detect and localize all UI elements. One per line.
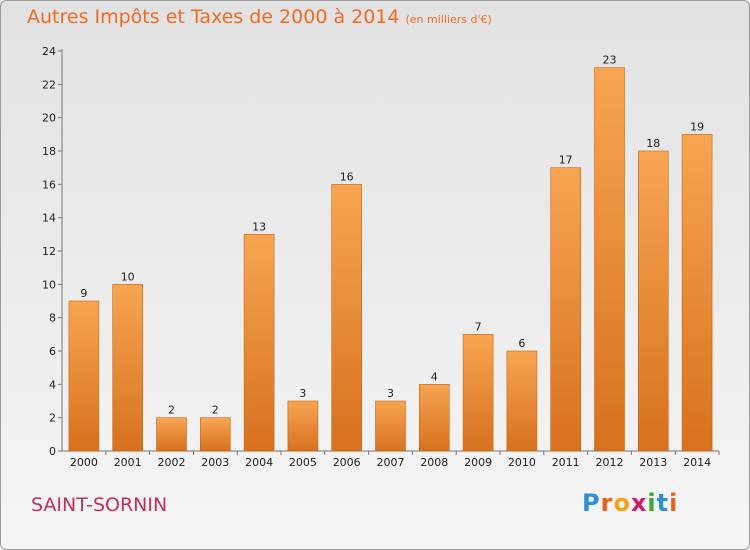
logo-letter: x [630, 489, 648, 517]
bar-2009 [462, 334, 494, 452]
data-label-2009: 7 [475, 320, 482, 333]
x-tick-label-2003: 2003 [201, 456, 229, 469]
data-label-2011: 17 [559, 154, 573, 167]
logo-letter: i [669, 489, 679, 517]
x-tick-label-2008: 2008 [420, 456, 448, 469]
x-tick-label-2012: 2012 [596, 456, 624, 469]
x-tick-label-2000: 2000 [70, 456, 98, 469]
bar-2013 [637, 150, 669, 452]
y-tick-label: 6 [49, 345, 56, 358]
x-tick-label-2002: 2002 [158, 456, 186, 469]
bar-2005 [287, 400, 319, 452]
data-label-2002: 2 [168, 404, 175, 417]
y-tick-label: 10 [42, 278, 56, 291]
logo-letter: o [613, 489, 631, 517]
y-tick-label: 0 [49, 445, 56, 458]
data-label-2001: 10 [121, 270, 135, 283]
x-tick-label-2006: 2006 [333, 456, 361, 469]
y-tick-label: 2 [49, 412, 56, 425]
data-label-2013: 18 [646, 137, 660, 150]
chart-subtitle: (en milliers d'€) [405, 13, 492, 26]
data-label-2010: 6 [518, 337, 525, 350]
bar-2014 [681, 134, 713, 452]
data-label-2012: 23 [603, 54, 617, 67]
x-tick-label-2009: 2009 [464, 456, 492, 469]
y-tick-label: 16 [42, 178, 56, 191]
x-tick-label-2007: 2007 [377, 456, 405, 469]
bar-2006 [331, 184, 363, 452]
data-label-2014: 19 [690, 120, 704, 133]
y-tick-label: 22 [42, 78, 56, 91]
x-tick-label-2014: 2014 [683, 456, 711, 469]
bar-2000 [68, 300, 100, 452]
data-label-2007: 3 [387, 387, 394, 400]
y-tick-label: 4 [49, 378, 56, 391]
data-label-2003: 2 [212, 404, 219, 417]
data-label-2006: 16 [340, 170, 354, 183]
x-tick-label-2010: 2010 [508, 456, 536, 469]
x-tick-label-2011: 2011 [552, 456, 580, 469]
y-tick-label: 24 [42, 45, 56, 58]
x-tick-label-2004: 2004 [245, 456, 273, 469]
proxiti-logo: Proxiti [582, 489, 678, 517]
x-tick-label-2013: 2013 [639, 456, 667, 469]
y-tick-label: 14 [42, 212, 56, 225]
commune-name: SAINT-SORNIN [31, 494, 168, 516]
bar-2004 [243, 234, 275, 452]
data-label-2004: 13 [252, 220, 266, 233]
data-label-2005: 3 [299, 387, 306, 400]
bar-2002 [156, 417, 187, 452]
title-row: Autres Impôts et Taxes de 2000 à 2014 (en… [27, 6, 492, 28]
bar-2003 [200, 417, 231, 452]
chart-title: Autres Impôts et Taxes de 2000 à 2014 [27, 6, 400, 28]
bar-2007 [375, 400, 406, 452]
bar-2012 [594, 67, 625, 452]
logo-letter: r [600, 489, 614, 517]
y-tick-label: 20 [42, 112, 56, 125]
y-tick-label: 18 [42, 145, 56, 158]
data-label-2008: 4 [431, 370, 438, 383]
logo-letter: i [647, 489, 657, 517]
y-tick-label: 8 [49, 312, 56, 325]
logo-letter: P [582, 489, 601, 517]
data-label-2000: 9 [80, 287, 87, 300]
logo-letter: t [656, 489, 670, 517]
x-tick-label-2005: 2005 [289, 456, 317, 469]
bars: 9 10 2 2 13 3 16 3 4 7 6 17 23 18 19 [68, 54, 713, 452]
bar-2008 [418, 384, 450, 452]
bar-2010 [506, 350, 538, 452]
bar-2001 [112, 284, 143, 452]
x-tick-label-2001: 2001 [114, 456, 142, 469]
y-tick-label: 12 [42, 245, 56, 258]
bar-2011 [550, 167, 582, 452]
